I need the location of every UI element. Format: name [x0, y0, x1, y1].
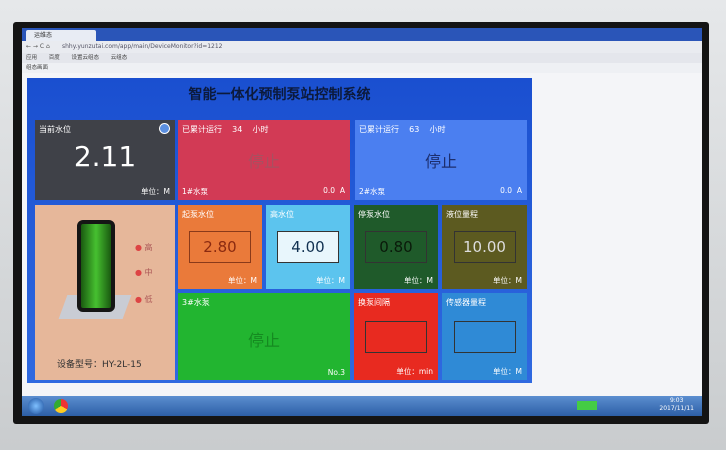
nav-arrows-icon[interactable]: ← → C ⌂ [26, 43, 50, 50]
high-level-input[interactable]: 4.00 [277, 231, 339, 263]
current-value: 0.0 [323, 186, 336, 195]
interval-tile[interactable]: 换泵间隔 单位：min [354, 293, 438, 380]
clock-date[interactable]: 2017/11/11 [659, 405, 694, 412]
start-level-input[interactable]: 2.80 [189, 231, 251, 263]
current-value: 0.0 [500, 186, 513, 195]
device-model: 设备型号：HY-2L-15 [57, 360, 142, 370]
bookmark[interactable]: 百度 [48, 55, 60, 61]
unit: 单位：M [316, 276, 345, 285]
clock-time[interactable]: 9:03 [669, 397, 684, 404]
tile-label: 当前水位 [39, 125, 71, 134]
pump2-tile[interactable]: 已累计运行 63 小时 停止 2#水泵 0.0 A [355, 120, 527, 200]
pump3-tile[interactable]: 3#水泵 停止 No.3 [178, 293, 350, 380]
hours-unit: 小时 [429, 125, 446, 134]
current-unit: A [516, 186, 522, 195]
browser-tab[interactable]: 运维态 [26, 30, 96, 41]
unit: 单位：M [404, 276, 433, 285]
tile-label: 停泵水位 [358, 210, 390, 219]
device-image-tile: ● 高 ● 中 ● 低 设备型号：HY-2L-15 [35, 205, 175, 380]
level-value: 2.11 [73, 140, 137, 173]
bookmark[interactable]: 云组态 [110, 55, 128, 61]
dashboard-panel: 智能一体化预制泵站控制系统 当前水位 2.11 单位：M 已累计运行 34 小时… [27, 78, 532, 383]
unit: 单位：M [493, 276, 522, 285]
tile-label: 换泵间隔 [358, 298, 390, 307]
run-hours: 63 [409, 125, 420, 134]
refresh-icon[interactable] [159, 123, 170, 134]
high-indicator: 高 [144, 243, 153, 252]
battery-icon [577, 401, 597, 410]
interval-input[interactable] [365, 321, 427, 353]
range-input[interactable]: 10.00 [453, 231, 516, 263]
bookmark[interactable]: 应用 [26, 55, 38, 61]
taskbar: 9:03 2017/11/11 [22, 396, 702, 416]
pump-name: 2#水泵 [359, 187, 386, 196]
pump1-tile[interactable]: 已累计运行 34 小时 停止 1#水泵 0.0 A [178, 120, 350, 200]
pump-name: 1#水泵 [182, 187, 209, 196]
tile-label: 传感器量程 [446, 298, 486, 307]
sensor-range-input[interactable] [453, 321, 516, 353]
current-level-tile: 当前水位 2.11 单位：M [35, 120, 175, 200]
current-unit: A [339, 186, 345, 195]
unit: 单位：M [228, 276, 257, 285]
url-text[interactable]: shhy.yunzutai.com/app/main/DeviceMonitor… [62, 43, 223, 50]
pump-name: 3#水泵 [182, 298, 210, 307]
tab-bar: 运维态 [22, 28, 702, 41]
pump-status: 停止 [247, 152, 280, 171]
run-label: 已累计运行 [182, 125, 222, 134]
unit: 单位：M [493, 367, 522, 376]
screen: 运维态 ← → C ⌂ shhy.yunzutai.com/app/main/D… [22, 28, 702, 416]
bookmark[interactable]: 设置云组态 [71, 55, 100, 61]
range-tile[interactable]: 液位量程 10.00 单位：M [442, 205, 527, 289]
page-title: 智能一体化预制泵站控制系统 [188, 87, 371, 103]
pump-number: No.3 [327, 368, 345, 377]
unit: 单位：M [141, 187, 170, 196]
start-button-icon[interactable] [28, 398, 44, 414]
run-label: 已累计运行 [359, 125, 399, 134]
bookmarks-bar: 应用 百度 设置云组态 云组态 [22, 53, 702, 63]
unit: 单位：min [396, 367, 433, 376]
tile-label: 高水位 [270, 210, 294, 219]
chrome-icon[interactable] [54, 399, 68, 413]
pump-station-illustration [77, 220, 115, 312]
address-bar[interactable]: ← → C ⌂ shhy.yunzutai.com/app/main/Devic… [22, 41, 702, 53]
stop-level-tile[interactable]: 停泵水位 0.80 单位：M [354, 205, 438, 289]
stop-level-input[interactable]: 0.80 [365, 231, 427, 263]
start-level-tile[interactable]: 起泵水位 2.80 单位：M [178, 205, 262, 289]
page-header: 组态画面 [22, 63, 702, 73]
hours-unit: 小时 [252, 125, 269, 134]
tile-label: 液位量程 [446, 210, 478, 219]
pump-status: 停止 [247, 331, 280, 350]
run-hours: 34 [232, 125, 243, 134]
high-level-tile[interactable]: 高水位 4.00 单位：M [266, 205, 350, 289]
low-indicator: 低 [144, 295, 153, 304]
mid-indicator: 中 [144, 268, 153, 277]
tile-label: 起泵水位 [182, 210, 214, 219]
sensor-range-tile[interactable]: 传感器量程 单位：M [442, 293, 527, 380]
pump-status: 停止 [424, 152, 457, 171]
